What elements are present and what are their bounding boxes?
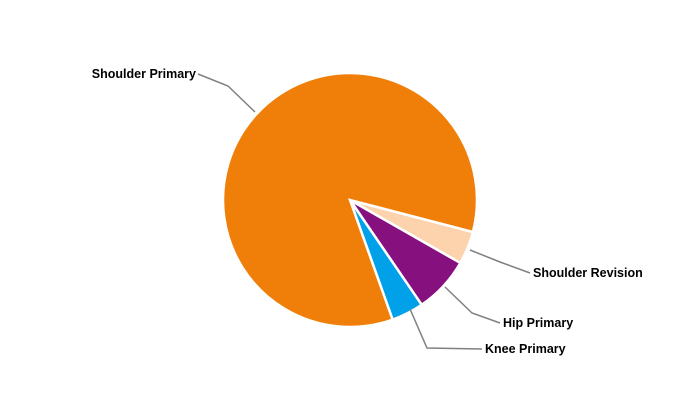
- leader-line: [444, 286, 501, 324]
- slice-label: Hip Primary: [503, 316, 573, 330]
- leader-line: [469, 249, 531, 274]
- leader-line: [197, 73, 256, 113]
- leader-line: [409, 308, 483, 350]
- pie-slice-shoulder-primary: [221, 71, 479, 329]
- slice-label: Knee Primary: [485, 342, 566, 356]
- slice-label: Shoulder Revision: [533, 266, 643, 280]
- slice-label: Shoulder Primary: [92, 67, 196, 81]
